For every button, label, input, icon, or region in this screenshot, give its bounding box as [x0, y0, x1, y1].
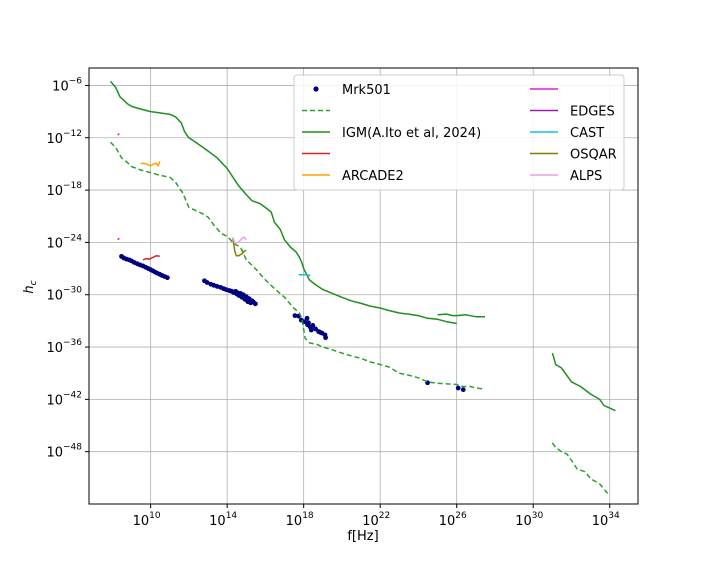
- series-4-line: [142, 254, 160, 261]
- cast-line: [298, 273, 311, 277]
- series-5-line: [117, 237, 120, 241]
- mrk501-point: [204, 280, 210, 285]
- legend-label: CAST: [570, 126, 604, 141]
- y-tick-label: 10−18: [46, 181, 82, 199]
- y-axis-label: hc: [22, 280, 39, 293]
- legend-label: IGM(A.Ito et al, 2024): [342, 126, 481, 141]
- mrk501-point: [292, 313, 298, 319]
- arcade2-line: [140, 161, 161, 167]
- igm-a-ito-et-al-2024-line: [109, 80, 457, 325]
- mrk501-point: [460, 387, 466, 393]
- x-tick-label: 1034: [592, 511, 620, 529]
- y-tick-label: 10−36: [46, 338, 82, 356]
- mrk501-point: [317, 329, 323, 335]
- x-axis-label: f[Hz]: [347, 529, 378, 544]
- mrk501-point: [455, 385, 461, 391]
- series-2-line: [109, 141, 486, 390]
- legend-entry: Mrk501: [313, 83, 391, 98]
- y-tick-label: 10−48: [46, 443, 82, 461]
- mrk501-points: [119, 253, 466, 393]
- legend: Mrk501 IGM(A.Ito et al, 2024) ARCADE2 EDGES…: [293, 74, 625, 191]
- legend-label: Mrk501: [342, 83, 391, 98]
- alps-line: [232, 236, 247, 244]
- y-tick-label: 10−12: [46, 129, 82, 147]
- y-tick-label: 10−30: [46, 286, 82, 304]
- mrk501-point: [308, 327, 314, 333]
- x-tick-label: 1030: [515, 511, 543, 529]
- mrk501-point: [164, 275, 170, 281]
- legend-label: EDGES: [570, 105, 615, 120]
- legend-entry: EDGES: [530, 105, 615, 120]
- legend-box: [293, 74, 625, 191]
- legend-label: OSQAR: [570, 148, 617, 163]
- legend-entry: ARCADE2: [302, 169, 404, 184]
- mrk501-point: [310, 323, 316, 328]
- legend-label: ALPS: [570, 169, 602, 184]
- x-tick-label: 1022: [362, 511, 390, 529]
- axis-ticks: 1010 1014 1018 1022 1026 1030 1034 10−6 10−12 10−…: [46, 76, 620, 529]
- y-tick-label: 10−42: [46, 390, 82, 408]
- plot-frame: [88, 67, 639, 505]
- plot-area: [109, 80, 616, 496]
- mrk501-point: [323, 335, 328, 341]
- x-tick-label: 1018: [286, 511, 314, 529]
- igm-a-ito-et-al-2024-line: [437, 313, 485, 318]
- mrk501-point: [253, 301, 258, 307]
- x-tick-label: 1026: [439, 511, 467, 529]
- y-tick-label: 10−6: [52, 76, 82, 94]
- x-tick-label: 1010: [133, 511, 161, 529]
- legend-marker: [313, 86, 319, 92]
- osqar-line: [232, 238, 247, 257]
- legend-label: ARCADE2: [342, 169, 404, 184]
- igm-a-ito-et-al-2024-line: [551, 352, 616, 412]
- mrk501-point: [304, 315, 310, 321]
- y-tick-label: 10−24: [46, 233, 82, 251]
- legend-entry: CAST: [530, 126, 604, 141]
- legend-entry: OSQAR: [530, 148, 617, 163]
- legend-entry: ALPS: [530, 169, 602, 184]
- series-5-line: [117, 133, 120, 136]
- mrk501-point: [306, 320, 311, 326]
- legend-entry: IGM(A.Ito et al, 2024): [302, 126, 481, 141]
- series-2-line: [551, 442, 611, 496]
- x-tick-label: 1014: [209, 511, 237, 529]
